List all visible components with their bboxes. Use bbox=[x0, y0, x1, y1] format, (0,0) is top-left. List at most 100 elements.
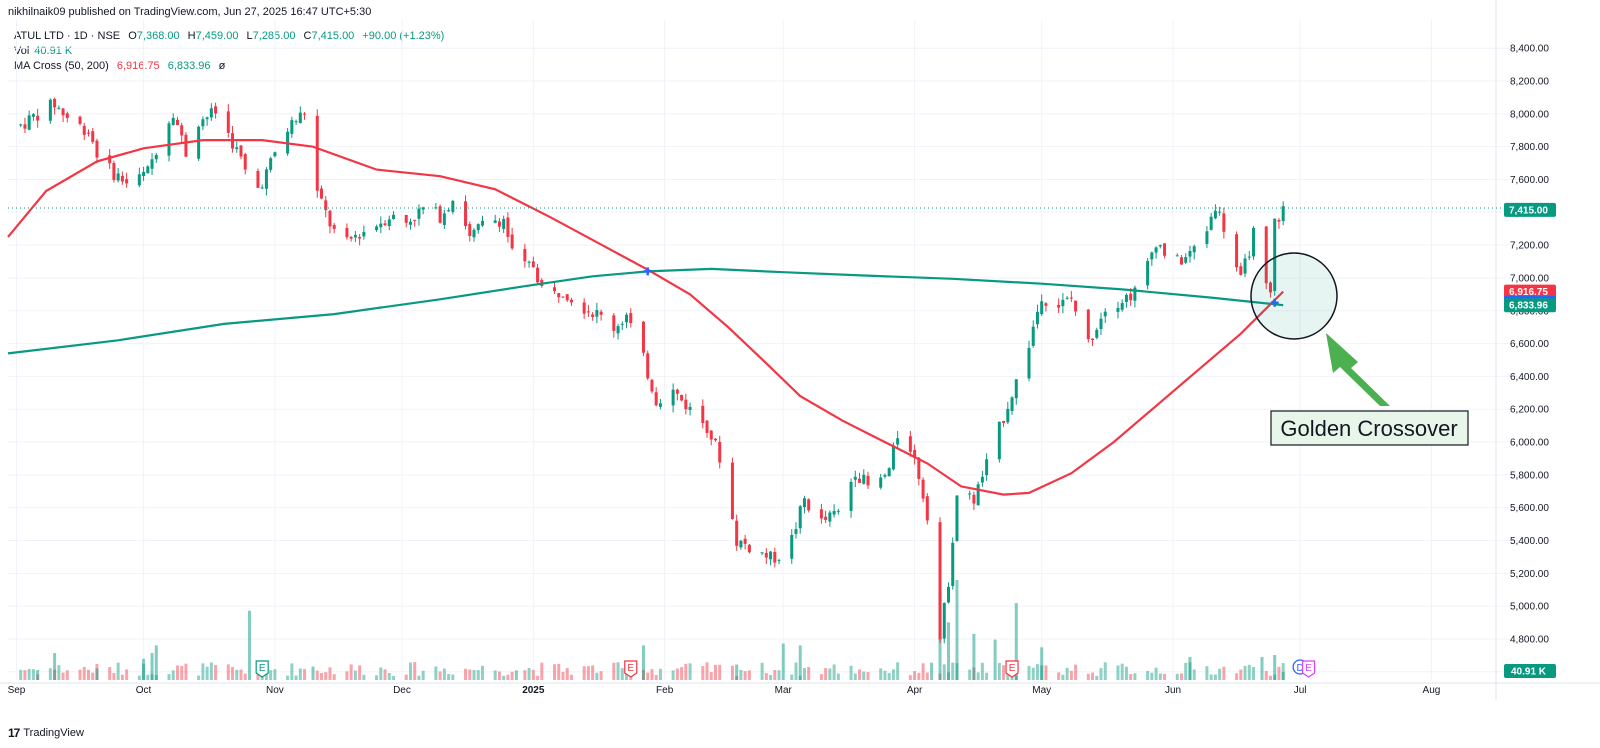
volume-bar bbox=[790, 674, 794, 680]
golden-cross-marker bbox=[1270, 298, 1279, 307]
candle-body bbox=[171, 117, 175, 125]
candle-body bbox=[167, 123, 171, 156]
volume-bar bbox=[612, 662, 616, 680]
volume-bar bbox=[620, 668, 624, 680]
candle-body bbox=[1040, 301, 1044, 315]
volume-bar bbox=[985, 672, 989, 680]
candle-body bbox=[985, 459, 989, 476]
volume-bar bbox=[358, 665, 362, 680]
candle-body bbox=[260, 187, 264, 189]
volume-bar bbox=[557, 663, 561, 680]
candle-body bbox=[345, 227, 349, 238]
volume-bar bbox=[976, 672, 980, 680]
candle-body bbox=[383, 223, 387, 226]
volume-bar bbox=[201, 663, 205, 680]
volume-bar bbox=[197, 675, 201, 680]
candle-body bbox=[57, 107, 61, 109]
x-tick-label: 2025 bbox=[522, 685, 545, 696]
candle-body bbox=[404, 214, 408, 223]
volume-bar bbox=[421, 670, 425, 680]
candle-body bbox=[332, 225, 336, 229]
volume-bar bbox=[112, 672, 116, 680]
y-tick-label: 6,000.00 bbox=[1510, 438, 1549, 449]
volume-bar bbox=[413, 662, 417, 680]
candle-body bbox=[1129, 293, 1133, 301]
candle-body bbox=[150, 159, 154, 169]
candle-body bbox=[61, 108, 65, 116]
volume-bar bbox=[972, 633, 976, 680]
volume-bar bbox=[641, 645, 645, 680]
volume-bar bbox=[701, 666, 705, 680]
candle-body bbox=[379, 223, 383, 228]
volume-bar bbox=[175, 665, 179, 680]
candle-body bbox=[112, 163, 116, 180]
volume-bar bbox=[510, 671, 514, 680]
candle-body bbox=[887, 468, 891, 477]
volume-bar bbox=[582, 666, 586, 680]
volume-bar bbox=[209, 662, 213, 680]
candle-body bbox=[1002, 420, 1006, 423]
candle-body bbox=[828, 512, 832, 522]
volume-bar bbox=[497, 671, 501, 680]
candle-body bbox=[523, 248, 527, 262]
time-axis: Sep Oct Nov Dec 2025 Feb Mar Apr May Jun Jul Aug bbox=[8, 685, 1441, 696]
volume-bar bbox=[375, 675, 379, 680]
volume-bar bbox=[108, 667, 112, 680]
candle-body bbox=[824, 516, 828, 520]
candle-body bbox=[709, 430, 713, 440]
candle-body bbox=[142, 171, 146, 177]
candle-body bbox=[946, 586, 950, 603]
volume-bar bbox=[27, 669, 31, 680]
volume-bar bbox=[36, 670, 40, 680]
volume-bar bbox=[654, 675, 658, 680]
candle-body bbox=[239, 145, 243, 157]
last-price-label-bg bbox=[1504, 202, 1556, 217]
volume-bar bbox=[565, 668, 569, 680]
volume-bar bbox=[858, 669, 862, 680]
volume-bar bbox=[1163, 673, 1167, 680]
candle-body bbox=[1277, 220, 1281, 222]
candle-body bbox=[392, 214, 396, 219]
candle-body bbox=[502, 218, 506, 229]
volume-bar bbox=[116, 662, 120, 680]
candle-body bbox=[243, 154, 247, 170]
candle-body bbox=[1247, 256, 1251, 258]
candle-body bbox=[641, 321, 645, 353]
volume-bar bbox=[319, 673, 323, 680]
candle-body bbox=[798, 506, 802, 529]
ma-label[interactable]: MA Cross (50, 200) bbox=[14, 60, 109, 72]
x-tick-label: Nov bbox=[266, 685, 284, 696]
earnings-label: E bbox=[1009, 663, 1016, 674]
y-tick-label: 8,200.00 bbox=[1510, 77, 1549, 88]
candle-body bbox=[1095, 329, 1099, 338]
volume-bar bbox=[19, 669, 23, 680]
candle-body bbox=[48, 99, 52, 121]
volume-bar bbox=[955, 580, 959, 680]
candle-body bbox=[917, 457, 921, 479]
candle-body bbox=[290, 120, 294, 134]
candle-body bbox=[565, 294, 569, 301]
eye-off-icon[interactable]: ø bbox=[218, 60, 226, 72]
candle-body bbox=[777, 560, 781, 562]
candle-body bbox=[137, 174, 141, 186]
volume-bar bbox=[349, 664, 353, 680]
volume-bar bbox=[709, 672, 713, 680]
symbol-label[interactable]: ATUL LTD · 1D · NSE bbox=[14, 30, 121, 42]
candle-body bbox=[764, 553, 768, 558]
volume-bar bbox=[781, 643, 785, 680]
volume-bar bbox=[1154, 667, 1158, 680]
volume-bar bbox=[451, 674, 455, 680]
tradingview-logo[interactable]: 17 TradingView bbox=[8, 726, 84, 740]
candle-body bbox=[23, 124, 27, 129]
candle-body bbox=[256, 170, 260, 188]
volume-bar bbox=[480, 665, 484, 680]
candle-body bbox=[1031, 326, 1035, 346]
y-tick-label: 7,600.00 bbox=[1510, 175, 1549, 186]
golden-crossover-annotation: Golden Crossover bbox=[1250, 252, 1469, 446]
candle-body bbox=[896, 438, 900, 445]
highlight-circle bbox=[1250, 252, 1338, 340]
x-tick-label: Aug bbox=[1423, 685, 1441, 696]
volume-bar bbox=[650, 669, 654, 680]
candle-body bbox=[942, 602, 946, 639]
